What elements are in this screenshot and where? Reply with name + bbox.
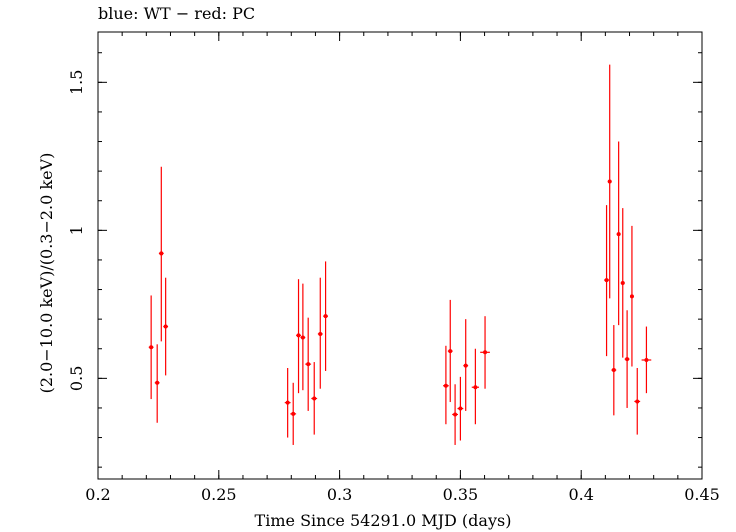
data-point — [471, 348, 480, 425]
data-point — [457, 376, 464, 441]
point-marker — [625, 357, 630, 362]
data-point — [616, 141, 621, 326]
point-marker — [644, 357, 649, 362]
point-marker — [163, 324, 168, 329]
point-marker — [149, 345, 154, 350]
data-point — [607, 64, 612, 299]
point-marker — [483, 350, 488, 355]
data-point — [604, 205, 609, 357]
data-point — [305, 317, 312, 411]
point-marker — [635, 399, 640, 404]
data-point — [620, 208, 625, 358]
data-point — [624, 310, 630, 408]
point-marker — [458, 406, 463, 411]
y-tick-label: 1.5 — [67, 70, 86, 95]
data-point — [148, 295, 154, 400]
data-point — [447, 299, 453, 403]
x-tick-label: 0.3 — [327, 485, 352, 504]
point-marker — [155, 380, 160, 385]
point-marker — [453, 412, 458, 417]
data-point — [611, 325, 617, 416]
point-marker — [318, 331, 323, 336]
plot-frame — [97, 31, 703, 480]
data-points — [148, 64, 652, 445]
x-tick-label: 0.2 — [85, 485, 110, 504]
point-marker — [312, 396, 317, 401]
y-axis-label: (2.0−10.0 keV)/(0.3−2.0 keV) — [37, 153, 56, 394]
axis-ticks — [97, 32, 703, 479]
y-tick-label: 1 — [67, 225, 86, 235]
point-marker — [159, 251, 164, 256]
point-marker — [463, 363, 468, 368]
x-tick-label: 0.25 — [201, 485, 237, 504]
data-point — [300, 283, 306, 391]
data-point — [158, 166, 164, 342]
x-axis-label: Time Since 54291.0 MJD (days) — [255, 511, 512, 530]
data-point — [452, 384, 458, 445]
data-point — [443, 345, 449, 425]
point-marker — [473, 385, 478, 390]
data-point — [629, 225, 634, 367]
data-point — [154, 344, 160, 423]
point-marker — [604, 278, 609, 283]
chart-title: blue: WT − red: PC — [98, 4, 256, 23]
point-marker — [300, 335, 305, 340]
point-marker — [629, 294, 634, 299]
axis-tick-labels: 0.2 0.25 0.3 0.35 0.4 0.45 0.5 1 1.5 — [67, 70, 720, 504]
data-point — [641, 326, 652, 394]
point-marker — [291, 411, 296, 416]
data-point — [163, 277, 169, 376]
data-point — [480, 316, 490, 389]
point-marker — [607, 179, 612, 184]
data-point — [323, 261, 329, 371]
data-point — [311, 362, 318, 435]
data-point — [634, 367, 641, 435]
data-point — [284, 367, 291, 438]
x-tick-label: 0.45 — [684, 485, 720, 504]
data-point — [290, 382, 297, 445]
point-marker — [448, 349, 453, 354]
data-point — [296, 279, 301, 394]
point-marker — [306, 362, 311, 367]
point-marker — [296, 333, 301, 338]
point-marker — [443, 383, 448, 388]
point-marker — [620, 281, 625, 286]
data-point — [317, 277, 323, 389]
point-marker — [285, 400, 290, 405]
y-tick-label: 0.5 — [67, 366, 86, 391]
point-marker — [616, 232, 621, 237]
x-tick-label: 0.35 — [443, 485, 479, 504]
data-point — [463, 319, 469, 411]
point-marker — [323, 314, 328, 319]
x-tick-label: 0.4 — [568, 485, 593, 504]
point-marker — [611, 368, 616, 373]
